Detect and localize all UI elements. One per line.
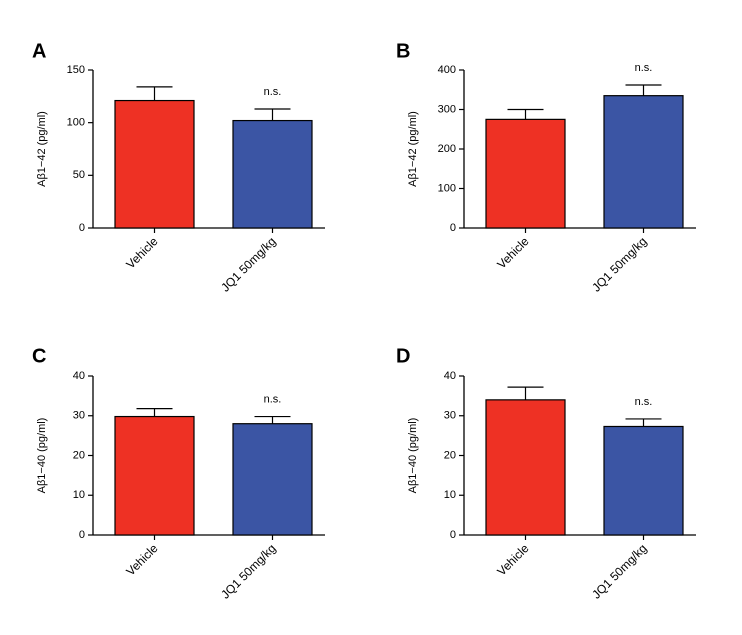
y-tick-label: 10 xyxy=(73,489,85,501)
bar-vehicle xyxy=(485,399,566,536)
y-tick-label: 30 xyxy=(73,410,85,422)
y-tick-label: 40 xyxy=(444,370,456,382)
significance-annotation: n.s. xyxy=(264,394,282,406)
y-tick-label: 10 xyxy=(444,489,456,501)
category-label: JQ1 50mg/kg xyxy=(218,234,278,294)
category-label: Vehicle xyxy=(123,541,160,578)
y-tick-label: 300 xyxy=(438,103,456,115)
chart-panel-a: A Aβ1−42 (pg/ml) 0 50 100 150 Vehicle JQ1 50mg/… xyxy=(32,40,325,295)
bar-jq1 xyxy=(232,119,313,229)
y-tick-label: 40 xyxy=(73,370,85,382)
significance-annotation: n.s. xyxy=(264,86,282,98)
y-tick-label: 100 xyxy=(67,117,85,129)
panel-label: D xyxy=(396,345,410,367)
category-label: JQ1 50mg/kg xyxy=(589,234,649,294)
y-tick-label: 20 xyxy=(444,449,456,461)
y-tick-label: 20 xyxy=(73,449,85,461)
significance-annotation: n.s. xyxy=(635,62,653,74)
y-axis-label: Aβ1−42 (pg/ml) xyxy=(407,111,419,187)
y-tick-label: 400 xyxy=(438,64,456,76)
y-tick-label: 0 xyxy=(79,529,85,541)
chart-panel-d: D Aβ1−40 (pg/ml) 0 10 20 30 40 Vehicle JQ1 50mg/… xyxy=(396,345,696,602)
y-axis-label: Aβ1−40 (pg/ml) xyxy=(36,418,48,494)
category-label: Vehicle xyxy=(494,541,531,578)
panel-label: C xyxy=(32,345,46,367)
significance-annotation: n.s. xyxy=(635,396,653,408)
category-label: JQ1 50mg/kg xyxy=(589,541,649,601)
bar-vehicle xyxy=(485,118,566,229)
y-tick-label: 50 xyxy=(73,169,85,181)
y-tick-label: 200 xyxy=(438,143,456,155)
chart-panel-c: C Aβ1−40 (pg/ml) 0 10 20 30 40 Vehicle JQ1 50mg/… xyxy=(32,345,325,602)
bar-jq1 xyxy=(232,423,313,536)
y-tick-label: 0 xyxy=(450,529,456,541)
y-tick-label: 100 xyxy=(438,182,456,194)
category-label: JQ1 50mg/kg xyxy=(218,541,278,601)
y-tick-label: 0 xyxy=(450,222,456,234)
panel-label: A xyxy=(32,40,46,62)
bar-vehicle xyxy=(114,99,195,229)
y-tick-label: 0 xyxy=(79,222,85,234)
bar-jq1 xyxy=(603,425,684,536)
y-axis-label: Aβ1−40 (pg/ml) xyxy=(407,418,419,494)
y-tick-label: 150 xyxy=(67,64,85,76)
panel-label: B xyxy=(396,40,410,62)
y-tick-label: 30 xyxy=(444,410,456,422)
chart-panel-b: B Aβ1−42 (pg/ml) 0 100 200 300 400 Vehicle JQ1 5… xyxy=(396,40,696,295)
y-axis-label: Aβ1−42 (pg/ml) xyxy=(36,111,48,187)
category-label: Vehicle xyxy=(494,234,531,271)
bar-jq1 xyxy=(603,95,684,229)
category-label: Vehicle xyxy=(123,234,160,271)
bar-vehicle xyxy=(114,415,195,536)
